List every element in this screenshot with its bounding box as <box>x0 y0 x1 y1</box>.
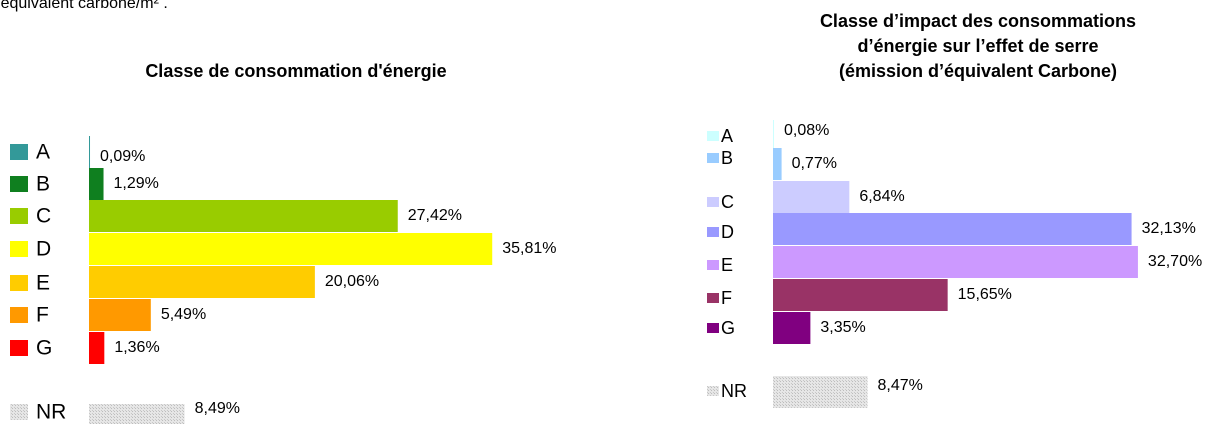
bar <box>89 200 398 232</box>
legend-swatch <box>707 153 719 163</box>
category-label: C <box>721 192 734 212</box>
bar <box>89 233 493 265</box>
legend-swatch <box>10 241 28 257</box>
chart-title: (émission d’équivalent Carbone) <box>839 61 1117 81</box>
category-label: C <box>36 205 51 228</box>
value-label: 8,49% <box>195 400 240 417</box>
legend-swatch <box>10 275 28 291</box>
value-label: 32,70% <box>1148 253 1202 270</box>
category-label: B <box>721 148 733 168</box>
value-label: 27,42% <box>408 207 462 224</box>
chart-title: Classe d’impact des consommations <box>820 11 1136 31</box>
category-label: E <box>721 255 733 275</box>
bar <box>773 312 811 344</box>
bar <box>773 279 948 311</box>
legend-swatch <box>707 293 719 303</box>
legend-swatch <box>707 197 719 207</box>
legend-swatch <box>10 208 28 224</box>
bar <box>89 404 185 424</box>
bar <box>89 332 105 364</box>
value-label: 5,49% <box>161 306 206 323</box>
category-label: E <box>36 272 50 295</box>
value-label: 0,77% <box>792 155 837 172</box>
category-label: D <box>721 222 734 242</box>
bar <box>89 168 104 200</box>
bar <box>773 376 868 408</box>
category-label: NR <box>721 381 747 401</box>
bar <box>89 299 151 331</box>
header-text: l'équivalent carbone/m² . <box>0 0 168 12</box>
bar <box>773 213 1132 245</box>
value-label: 8,47% <box>878 377 923 394</box>
category-label: B <box>36 173 50 196</box>
value-label: 15,65% <box>958 286 1012 303</box>
bar <box>89 136 91 168</box>
legend-swatch <box>707 131 719 141</box>
value-label: 3,35% <box>820 319 865 336</box>
legend-swatch <box>707 260 719 270</box>
category-label: F <box>36 304 49 327</box>
bar <box>773 148 782 180</box>
value-label: 35,81% <box>502 240 556 257</box>
category-label: F <box>721 288 732 308</box>
legend-swatch <box>10 340 28 356</box>
legend-swatch <box>707 227 719 237</box>
category-label: NR <box>36 401 66 424</box>
bar <box>773 246 1138 278</box>
category-label: A <box>721 126 733 146</box>
bar <box>773 120 774 152</box>
legend-swatch <box>10 144 28 160</box>
chart-title: Classe de consommation d'énergie <box>145 61 446 81</box>
category-label: G <box>36 337 52 360</box>
bar <box>773 181 850 213</box>
legend-swatch <box>10 176 28 192</box>
value-label: 0,08% <box>784 122 829 139</box>
legend-swatch <box>10 404 28 420</box>
category-label: D <box>36 238 51 261</box>
value-label: 1,29% <box>114 175 159 192</box>
category-label: A <box>36 141 50 164</box>
value-label: 0,09% <box>100 148 145 165</box>
value-label: 6,84% <box>859 188 904 205</box>
chart-title: d’énergie sur l’effet de serre <box>857 36 1098 56</box>
category-label: G <box>721 318 735 338</box>
value-label: 1,36% <box>114 339 159 356</box>
bar <box>89 266 315 298</box>
legend-swatch <box>10 307 28 323</box>
legend-swatch <box>707 386 719 396</box>
value-label: 32,13% <box>1142 220 1196 237</box>
value-label: 20,06% <box>325 273 379 290</box>
legend-swatch <box>707 323 719 333</box>
